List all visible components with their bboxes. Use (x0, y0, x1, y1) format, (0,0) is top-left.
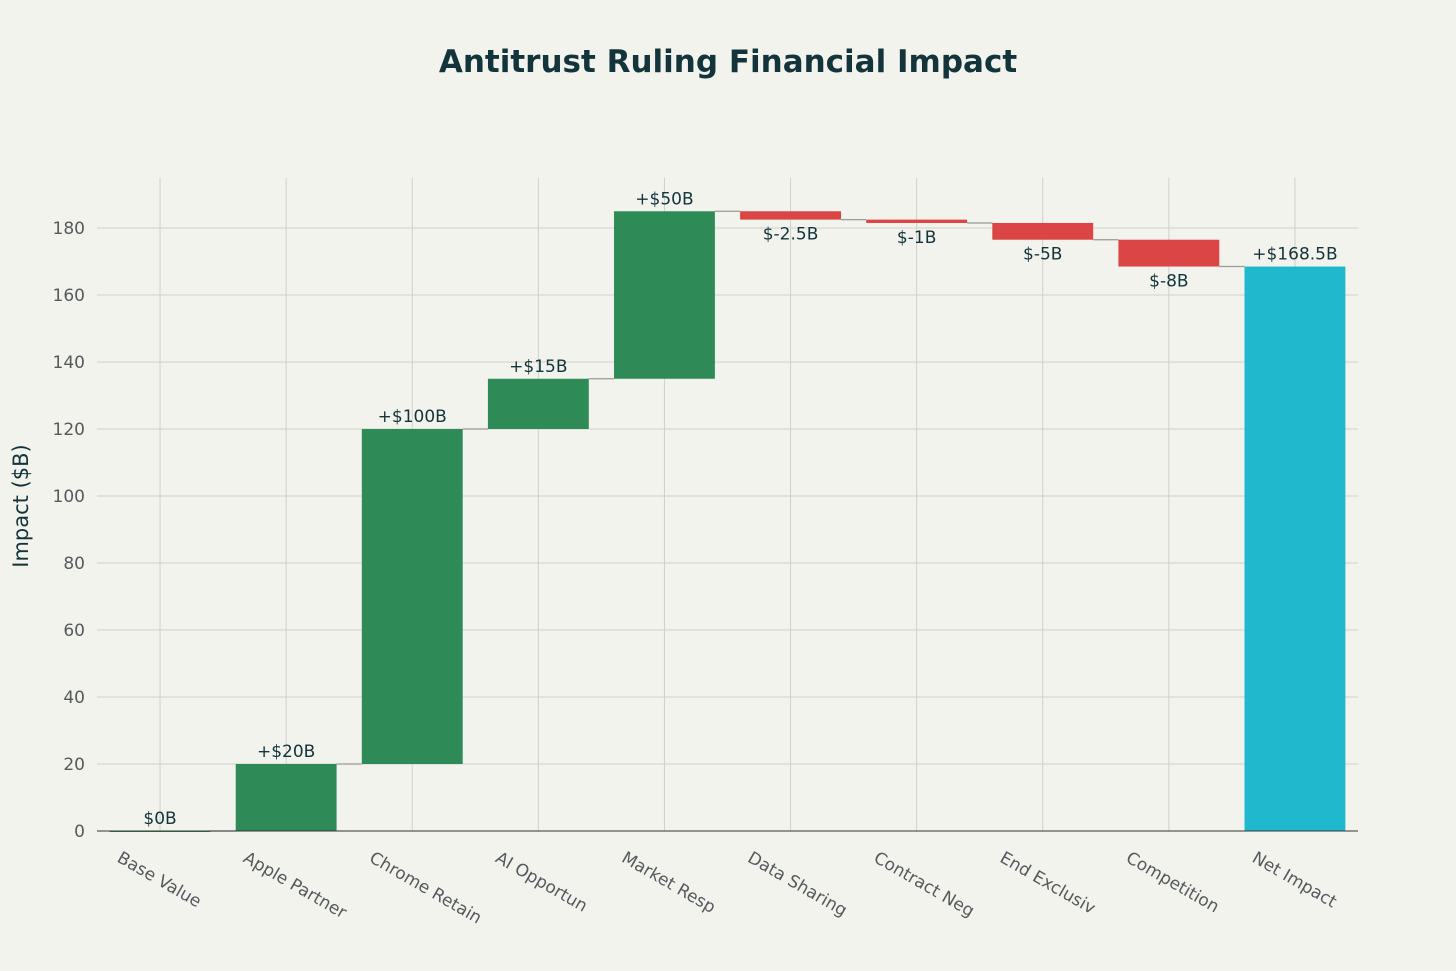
waterfall-bar (614, 211, 715, 379)
x-category-label: Competition (1122, 848, 1222, 917)
y-tick-label: 0 (74, 822, 85, 842)
y-tick-label: 40 (63, 688, 85, 708)
y-tick-label: 100 (53, 487, 85, 507)
x-category-label: Market Resp (618, 848, 719, 918)
chart-title: Antitrust Ruling Financial Impact (439, 44, 1018, 80)
y-tick-label: 160 (53, 286, 85, 306)
x-category-label: Contract Neg (870, 848, 977, 922)
bar-data-label: $-2.5B (763, 225, 819, 245)
y-tick-label: 60 (63, 621, 85, 641)
x-category-label: End Exclusiv (996, 848, 1098, 919)
bar-data-label: +$168.5B (1252, 245, 1337, 265)
bar-data-label: $0B (143, 809, 176, 829)
y-tick-label: 180 (53, 219, 85, 239)
x-category-label: AI Opportun (492, 848, 591, 917)
waterfall-bar (992, 222, 1094, 240)
y-tick-label: 120 (53, 420, 85, 440)
grid-layer (97, 177, 1358, 831)
bar-data-label: +$100B (378, 407, 447, 427)
bar-data-label: +$50B (635, 189, 693, 209)
waterfall-bar (487, 378, 589, 429)
bar-data-label: $-5B (1023, 245, 1062, 265)
bar-data-label: $-1B (897, 228, 936, 248)
waterfall-bar (235, 764, 337, 831)
bar-data-label: +$20B (257, 742, 315, 762)
y-tick-label: 140 (53, 353, 85, 373)
waterfall-bar (1118, 239, 1220, 267)
bar-data-label: $-8B (1149, 272, 1188, 292)
y-axis-title: Impact ($B) (9, 444, 33, 567)
waterfall-bar (866, 219, 968, 223)
waterfall-bar (740, 211, 841, 220)
x-category-label: Net Impact (1248, 848, 1340, 913)
x-category-label: Chrome Retain (366, 848, 485, 928)
bar-data-label: +$15B (509, 357, 567, 377)
waterfall-bar (361, 429, 463, 764)
waterfall-bar (1244, 266, 1346, 831)
y-tick-label: 20 (63, 755, 85, 775)
x-category-label: Apple Partner (240, 848, 350, 923)
connector-layer (210, 210, 1245, 832)
y-tick-label: 80 (63, 554, 85, 574)
label-layer: $0B +$20B +$100B +$15B +$50B $-2.5B $-1B $-5B $-… (143, 189, 1337, 829)
bar-layer (109, 211, 1346, 832)
x-category-label: Base Value (114, 848, 205, 912)
x-category-label: Data Sharing (744, 848, 850, 921)
